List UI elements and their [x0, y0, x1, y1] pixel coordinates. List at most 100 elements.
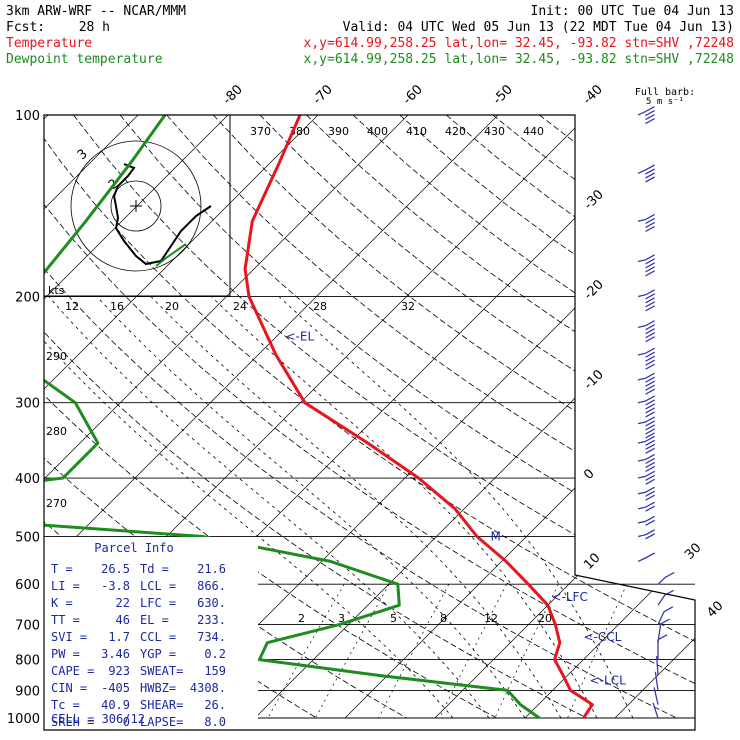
parcel-param-label: SVI = [51, 630, 87, 644]
barb-axis-label: 40 [704, 599, 726, 621]
wind-barb [657, 606, 674, 625]
parcel-param-value: 3.46 [101, 647, 130, 661]
wind-barb [637, 529, 655, 540]
parcel-param-value: -405 [101, 681, 130, 695]
mixing-ratio-line [439, 584, 507, 719]
theta-label: 440 [523, 125, 544, 138]
mixing-ratio-label: 12 [484, 612, 498, 625]
barb-legend-line2: 5 m s⁻¹ [646, 97, 684, 107]
hodo-ring [110, 180, 162, 232]
theta-label: 270 [46, 497, 67, 510]
pressure-tick-label: 900 [15, 684, 40, 699]
parcel-param-value: 159 [204, 664, 226, 678]
isotherm-line [44, 115, 319, 719]
wind-barb [637, 105, 655, 125]
hodo-ring [70, 140, 202, 272]
parcel-param-label: LCL = [140, 579, 176, 593]
wind-barb [637, 515, 655, 526]
mixing-ratio-label: 8 [440, 612, 447, 625]
wind-barb [656, 655, 659, 676]
parcel-param-label: PW = [51, 647, 80, 661]
parcel-cell: CELL = 306/12 [51, 712, 145, 726]
valid-time: Valid: 04 UTC Wed 05 Jun 13 (22 MDT Tue … [343, 20, 734, 35]
wind-barb [637, 289, 655, 312]
pressure-tick-label: 100 [15, 109, 40, 124]
dewpoint-location: x,y=614.99,258.25 lat,lon= 32.45, -93.82… [304, 52, 734, 67]
parcel-param-label: LAPSE= [140, 715, 183, 729]
wind-barb [637, 416, 655, 439]
parcel-param-label: SREH = [51, 715, 94, 729]
parcel-param-label: Tc = [51, 698, 80, 712]
isotherm-label: -20 [581, 277, 607, 303]
profiles [44, 115, 594, 720]
mixing-ratio-label: 20 [538, 612, 552, 625]
dewpoint-legend: Dewpoint temperature [6, 52, 163, 67]
theta-label: 420 [445, 125, 466, 138]
theta-label: 280 [46, 425, 67, 438]
parcel-param-value: 40.9 [101, 698, 130, 712]
mixing-ratio-line [378, 584, 450, 719]
parcel-info-bg [44, 537, 258, 730]
isotherm-label: -40 [580, 82, 606, 108]
wind-barb [637, 501, 655, 512]
parcel-param-label: HWBZ= [140, 681, 176, 695]
parcel-param-value: 22 [116, 596, 130, 610]
wind-barb [657, 634, 668, 660]
parcel-param-value: 8.0 [204, 715, 226, 729]
parcel-info-title: Parcel Info [94, 541, 173, 555]
dry-adiabat [119, 115, 695, 719]
pressure-tick-label: 800 [15, 654, 40, 669]
mixing-ratio-label: 2 [298, 612, 305, 625]
wind-barb [657, 571, 675, 585]
parcel-param-value: 630. [197, 596, 226, 610]
parcel-level-annotations: <-EL M <-LFC <-CCL <-LCL [285, 330, 626, 688]
parcel-param-label: Td = [140, 562, 169, 576]
temperature-location: x,y=614.99,258.25 lat,lon= 32.45, -93.82… [304, 36, 734, 51]
hodo-speed-label: 16 [110, 300, 124, 313]
wind-barb [637, 164, 655, 183]
init-time: Init: 00 UTC Tue 04 Jun 13 [531, 4, 735, 19]
hodo-trace-green [155, 243, 187, 267]
parcel-param-value: 0.2 [204, 647, 226, 661]
wind-barb [652, 702, 659, 719]
hodo-speed-label: 32 [401, 300, 415, 313]
parcel-param-label: CCL = [140, 630, 176, 644]
level-annotation: <-LCL [590, 673, 626, 687]
parcel-param-value: 0 [123, 715, 130, 729]
dry-adiabat [399, 115, 695, 719]
pressure-tick-label: 400 [15, 472, 40, 487]
pressure-tick-label: 1000 [7, 712, 40, 727]
parcel-param-label: SWEAT= [140, 664, 183, 678]
wind-barb [637, 552, 655, 563]
isotherm-label: -80 [220, 82, 246, 108]
parcel-param-value: 923 [108, 664, 130, 678]
parcel-param-value: 26.5 [101, 562, 130, 576]
theta-label: 370 [250, 125, 271, 138]
wind-barb [637, 395, 655, 418]
wind-barb [637, 453, 655, 472]
plot-frame [43, 114, 696, 731]
theta-label: 430 [484, 125, 505, 138]
parcel-param-label: CIN = [51, 681, 87, 695]
parcel-param-value: 1.7 [108, 630, 130, 644]
header: 3km ARW-WRF -- NCAR/MMM Init: 00 UTC Tue… [6, 4, 734, 107]
pressure-tick-label: 600 [15, 578, 40, 593]
hodo-ring-label: 3 [75, 147, 91, 164]
dry-adiabat [44, 115, 695, 719]
wind-barb [637, 320, 655, 343]
theta-label: 290 [46, 350, 67, 363]
temperature-profile [243, 115, 594, 719]
isotherm-line [44, 115, 409, 719]
isotherm-label: -50 [490, 82, 516, 108]
parcel-param-label: TT = [51, 613, 80, 627]
wind-barb [637, 347, 655, 370]
hodo-trace [112, 163, 212, 266]
moist-adiabat [278, 296, 634, 719]
forecast-label: Fcst: [6, 20, 45, 35]
hodo-speed-label: 28 [313, 300, 327, 313]
isotherm-label: -30 [581, 187, 607, 213]
pressure-tick-label: 500 [15, 530, 40, 545]
parcel-param-label: T = [51, 562, 73, 576]
mixing-ratio-label: 3 [338, 612, 345, 625]
hodo-unit-label: kts [48, 284, 65, 297]
